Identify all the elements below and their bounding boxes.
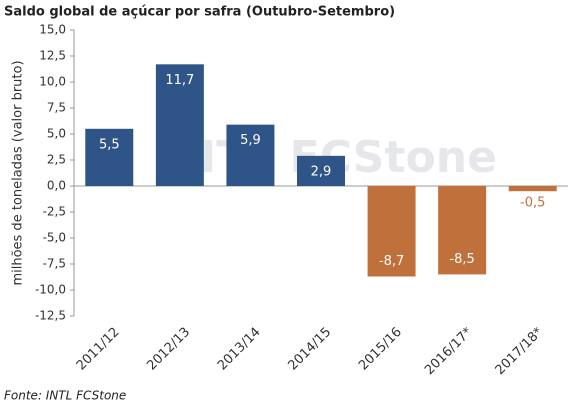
data-label: 11,7 (165, 73, 194, 88)
bar (438, 186, 487, 275)
data-label: 5,9 (240, 133, 261, 148)
y-tick-label: 12,5 (39, 49, 66, 63)
y-tick-label: -7,5 (43, 257, 66, 271)
data-label: -8,5 (449, 252, 474, 267)
y-tick-label: 15,0 (39, 23, 66, 37)
data-label: 2,9 (311, 164, 332, 179)
x-tick-label: 2015/16 (356, 325, 405, 374)
y-axis-title: milhões de toneladas (valor bruto) (11, 60, 26, 285)
data-label: -0,5 (520, 196, 545, 211)
x-tick-label: 2016/17* (422, 324, 476, 378)
bar (367, 186, 416, 277)
x-tick-label: 2013/14 (215, 325, 264, 374)
data-label: 5,5 (99, 137, 120, 152)
bar (297, 155, 345, 186)
y-tick-label: 10,0 (39, 75, 66, 89)
bar (226, 124, 275, 186)
x-tick-label: 2014/15 (286, 325, 335, 374)
chart-title: Saldo global de açúcar por safra (Outubr… (4, 5, 395, 20)
source: Fonte: INTL FCStone (4, 389, 126, 403)
bar (155, 64, 204, 186)
y-tick-label: -12,5 (35, 309, 66, 323)
bar (85, 128, 134, 186)
x-tick-label: 2011/12 (74, 325, 123, 374)
x-tick-label: 2017/18* (493, 324, 547, 378)
y-tick-label: -5,0 (43, 231, 66, 245)
y-tick-label: -2,5 (43, 205, 66, 219)
y-tick-label: -10,0 (35, 283, 66, 297)
bar (508, 186, 557, 192)
y-tick-label: 7,5 (47, 101, 66, 115)
y-tick-label: 0,0 (47, 179, 66, 193)
data-label: -8,7 (379, 254, 404, 269)
x-tick-label: 2012/13 (144, 325, 193, 374)
y-tick-label: 2,5 (47, 153, 66, 167)
y-tick-label: 5,0 (47, 127, 66, 141)
